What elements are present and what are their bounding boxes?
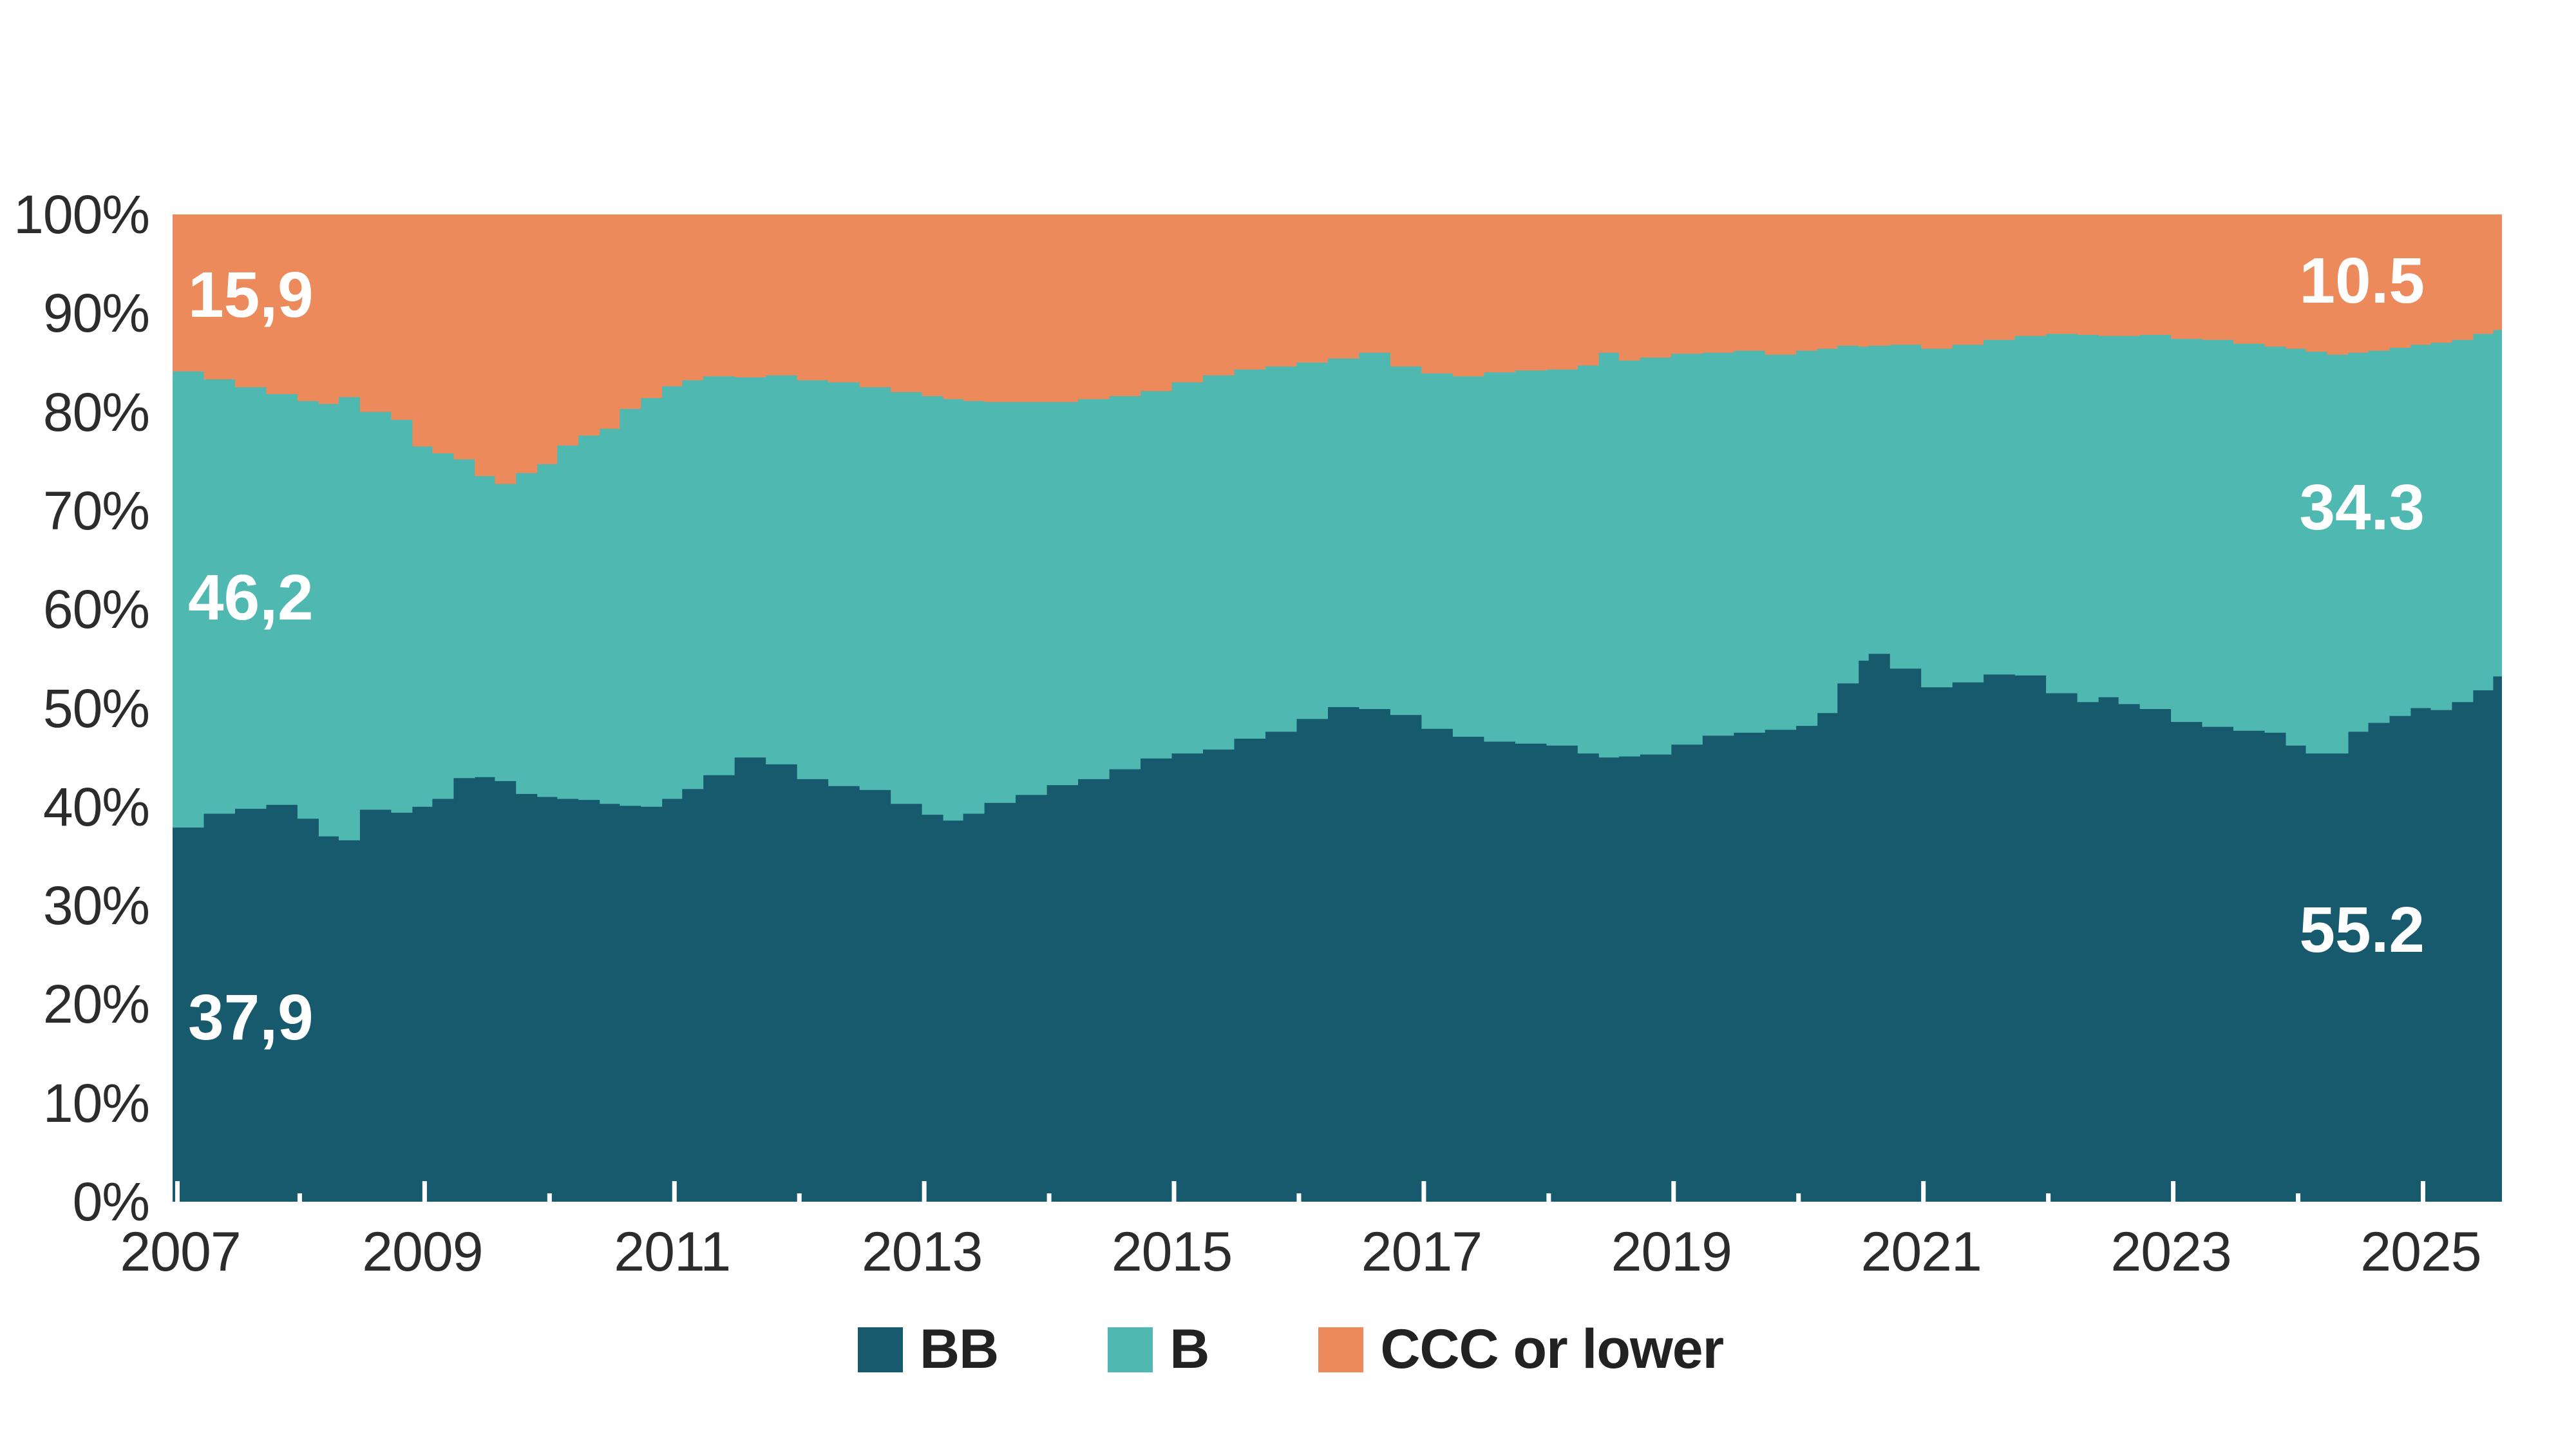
y-axis-label: 40%: [43, 776, 150, 837]
x-tick-major: [175, 1181, 180, 1202]
x-axis-label: 2017: [1361, 1221, 1482, 1283]
y-axis-label: 70%: [43, 480, 150, 541]
x-tick-major: [1921, 1181, 1926, 1202]
legend-label-ccc: CCC or lower: [1380, 1318, 1724, 1380]
x-tick-major: [1421, 1181, 1426, 1202]
x-tick-minor: [1046, 1193, 1052, 1202]
legend-item-ccc: CCC or lower: [1318, 1318, 1724, 1381]
x-tick-minor: [1796, 1193, 1801, 1202]
y-axis-label: 0%: [72, 1171, 150, 1232]
legend-swatch-ccc-icon: [1318, 1327, 1364, 1372]
x-axis-label: 2011: [614, 1221, 731, 1283]
y-axis-label: 20%: [43, 974, 150, 1035]
value-label-bb-end: 55.2: [2299, 894, 2425, 966]
y-axis-label: 30%: [43, 875, 150, 936]
y-axis-label: 10%: [43, 1072, 150, 1133]
legend-swatch-bb-icon: [858, 1327, 903, 1372]
legend-item-b: B: [1108, 1318, 1209, 1381]
legend-swatch-b-icon: [1108, 1327, 1153, 1372]
legend-label-b: B: [1170, 1318, 1209, 1380]
x-tick-major: [672, 1181, 677, 1202]
x-tick-minor: [1546, 1193, 1551, 1202]
x-tick-major: [1671, 1181, 1676, 1202]
x-tick-minor: [297, 1193, 302, 1202]
x-axis-label: 2025: [2360, 1221, 2481, 1283]
y-axis-label: 80%: [43, 381, 150, 442]
x-axis-label: 2007: [120, 1221, 241, 1283]
x-tick-minor: [1296, 1193, 1302, 1202]
y-axis-label: 90%: [43, 283, 150, 344]
x-axis-label: 2009: [362, 1221, 483, 1283]
value-label-ccc-end: 10.5: [2299, 245, 2425, 317]
x-axis-label: 2013: [861, 1221, 983, 1283]
value-label-bb-start: 37,9: [188, 981, 314, 1054]
x-axis-label: 2023: [2110, 1221, 2231, 1283]
legend-item-bb: BB: [858, 1318, 999, 1381]
x-axis-label: 2015: [1111, 1221, 1233, 1283]
value-label-b-start: 46,2: [188, 562, 314, 634]
area-bb: [173, 654, 2502, 1202]
x-axis-label: 2019: [1611, 1221, 1732, 1283]
x-axis-label: 2021: [1861, 1221, 1982, 1283]
y-axis-label: 60%: [43, 579, 150, 640]
value-label-ccc-start: 15,9: [188, 259, 314, 331]
value-label-b-end: 34.3: [2299, 471, 2425, 544]
x-tick-major: [422, 1181, 427, 1202]
x-tick-minor: [2295, 1193, 2300, 1202]
x-tick-major: [2171, 1181, 2176, 1202]
y-axis-label: 50%: [43, 677, 150, 739]
x-tick-minor: [2046, 1193, 2051, 1202]
legend-label-bb: BB: [920, 1318, 999, 1380]
x-tick-major: [922, 1181, 927, 1202]
x-tick-major: [1171, 1181, 1177, 1202]
y-axis-label: 100%: [14, 184, 150, 245]
x-tick-minor: [547, 1193, 552, 1202]
x-tick-major: [2420, 1181, 2425, 1202]
x-tick-minor: [797, 1193, 802, 1202]
legend: BB B CCC or lower: [858, 1318, 1724, 1381]
